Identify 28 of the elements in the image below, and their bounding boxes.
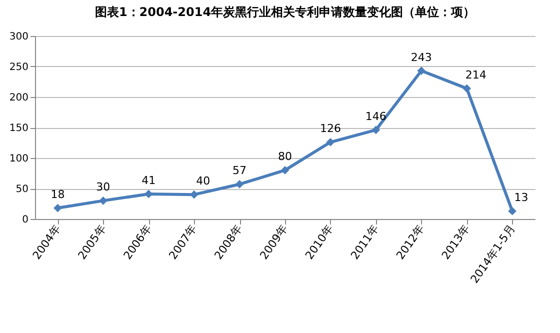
data-label: 41 bbox=[142, 174, 156, 187]
point bbox=[417, 66, 426, 75]
point bbox=[462, 84, 471, 93]
point bbox=[54, 204, 62, 212]
y-tick-label: 300 bbox=[9, 32, 28, 42]
point bbox=[326, 138, 335, 146]
data-label: 18 bbox=[50, 188, 65, 202]
y-tick-label: 150 bbox=[9, 123, 28, 134]
chart-title: 图表1：2004-2014年炭黑行业相关专利申请数量变化图（单位：项） bbox=[94, 5, 476, 19]
data-label: 126 bbox=[320, 122, 341, 136]
data-label: 13 bbox=[514, 191, 528, 204]
data-label: 40 bbox=[196, 174, 210, 188]
data-label: 243 bbox=[410, 50, 432, 64]
y-tick-label: 200 bbox=[9, 92, 28, 104]
y-tick-label: 250 bbox=[9, 62, 28, 73]
point bbox=[235, 180, 244, 188]
data-label: 80 bbox=[278, 150, 292, 164]
point bbox=[508, 206, 516, 216]
data-label: 30 bbox=[96, 180, 110, 194]
data-label: 146 bbox=[365, 110, 386, 123]
point bbox=[372, 126, 380, 134]
point bbox=[99, 196, 108, 205]
point bbox=[280, 166, 290, 174]
y-tick-label: 0 bbox=[22, 214, 28, 226]
data-label: 214 bbox=[465, 68, 486, 82]
data-label: 57 bbox=[232, 164, 247, 178]
y-tick-label: 50 bbox=[16, 184, 28, 195]
y-tick-label: 100 bbox=[9, 154, 28, 164]
